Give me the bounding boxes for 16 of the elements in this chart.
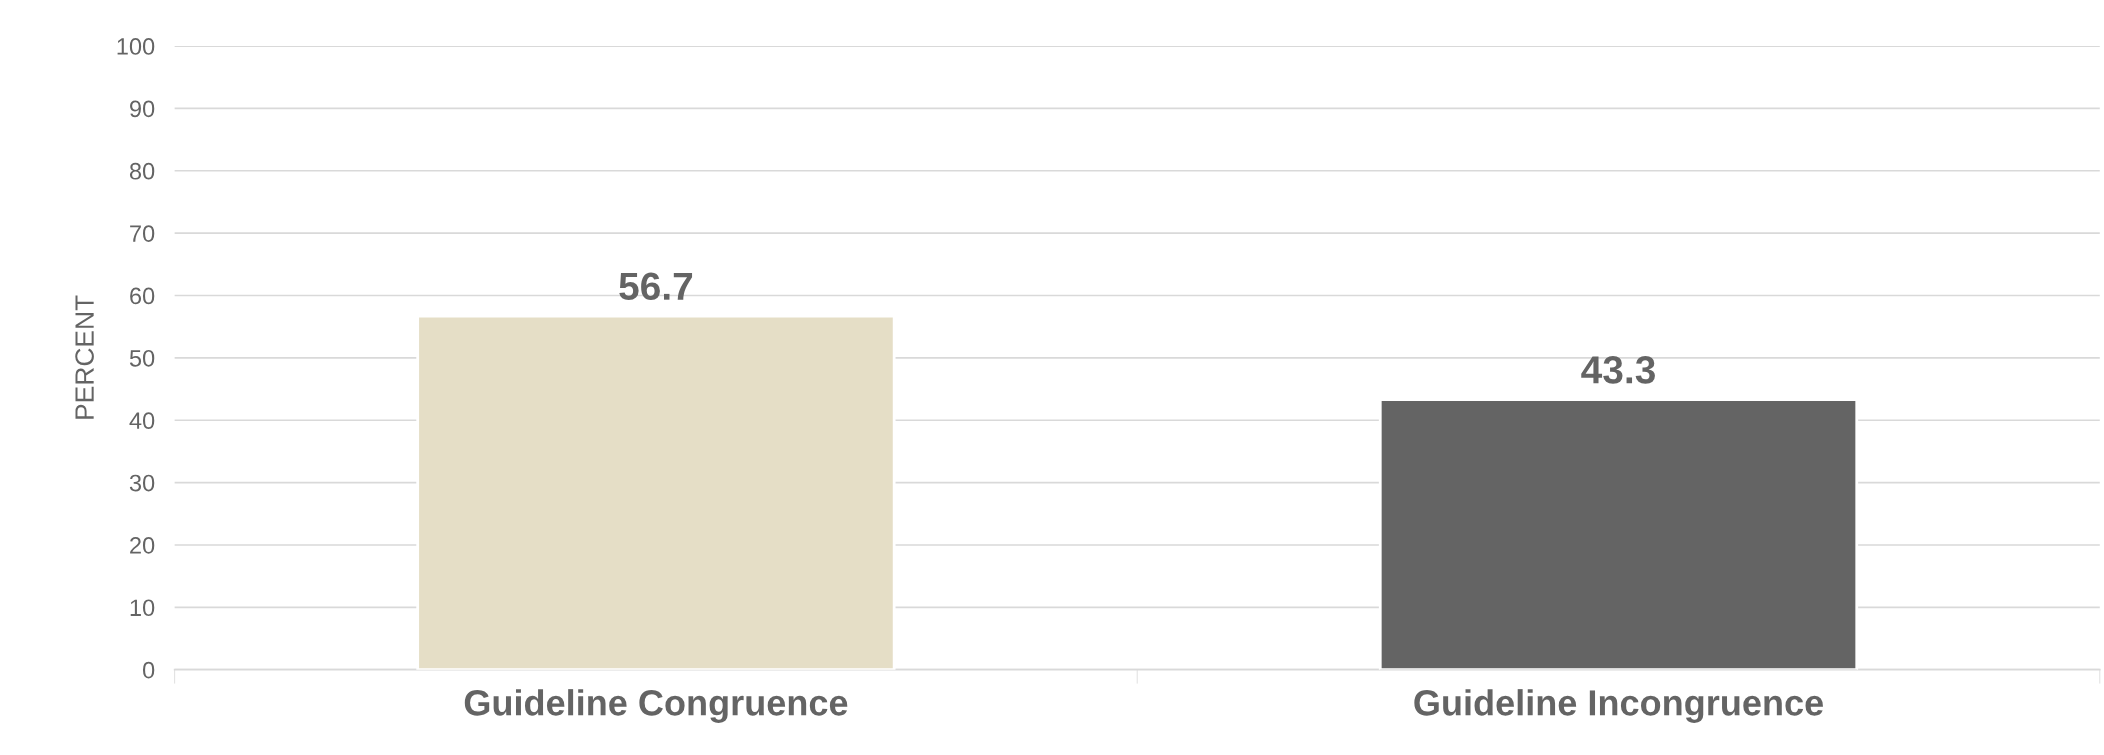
y-tick-label: 90 bbox=[130, 100, 155, 118]
data-label: 56.7 bbox=[619, 272, 693, 301]
y-tick-label: 100 bbox=[117, 38, 155, 55]
x-tick-label: Guideline Incongruence bbox=[1414, 689, 1823, 723]
y-tick-label: 30 bbox=[129, 474, 155, 492]
y-tick-label: 20 bbox=[130, 537, 155, 554]
y-tick-label: 10 bbox=[130, 599, 155, 617]
y-tick-label: 50 bbox=[129, 349, 155, 367]
y-axis-title: PERCENT bbox=[75, 295, 94, 419]
y-tick-label: 60 bbox=[130, 287, 155, 305]
y-tick-label: 0 bbox=[142, 661, 155, 679]
y-tick-label: 40 bbox=[129, 412, 155, 430]
y-tick-label: 80 bbox=[129, 162, 155, 180]
y-tick-label: 70 bbox=[130, 225, 155, 242]
x-tick-label: Guideline Congruence bbox=[464, 689, 848, 723]
data-label: 43.3 bbox=[1581, 356, 1655, 384]
